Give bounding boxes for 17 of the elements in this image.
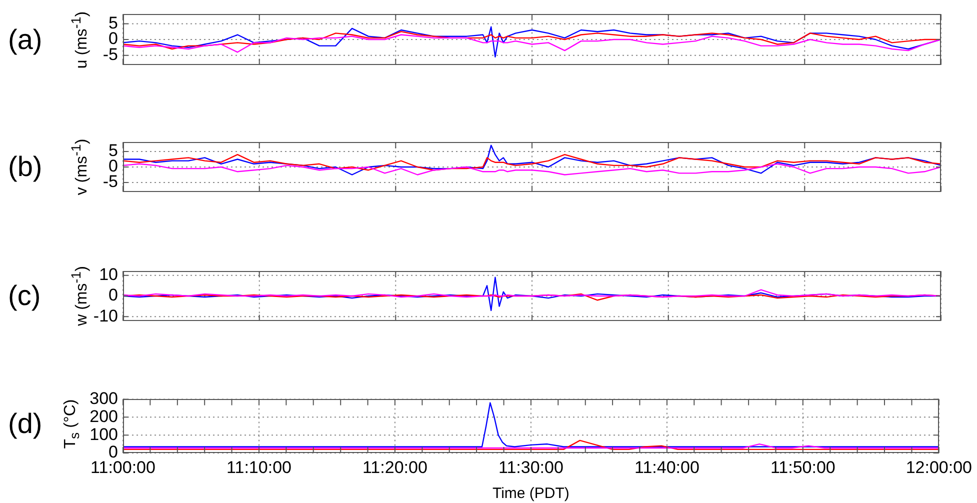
x-tick-label: 11:40:00 <box>634 458 700 477</box>
x-axis-title: Time (PDT) <box>492 485 570 502</box>
y-tick-label: 200 <box>90 406 118 426</box>
chart-title: (c) <box>8 280 41 312</box>
x-tick-label: 11:50:00 <box>770 458 836 477</box>
chart-title: (d) <box>8 408 42 440</box>
y-tick-label: 0 <box>108 286 118 305</box>
y-tick-label: 10 <box>99 265 118 284</box>
chart-title: (a) <box>8 24 42 56</box>
x-tick-label: 12:00:00 <box>906 458 972 477</box>
y-tick-label: 100 <box>90 424 118 444</box>
chart-title: (b) <box>8 151 42 183</box>
y-tick-label: 300 <box>90 388 118 408</box>
y-tick-label: -10 <box>93 306 118 326</box>
x-tick-label: 11:10:00 <box>226 458 292 477</box>
x-tick-label: 11:20:00 <box>362 458 428 477</box>
x-tick-label: 11:30:00 <box>498 458 564 477</box>
